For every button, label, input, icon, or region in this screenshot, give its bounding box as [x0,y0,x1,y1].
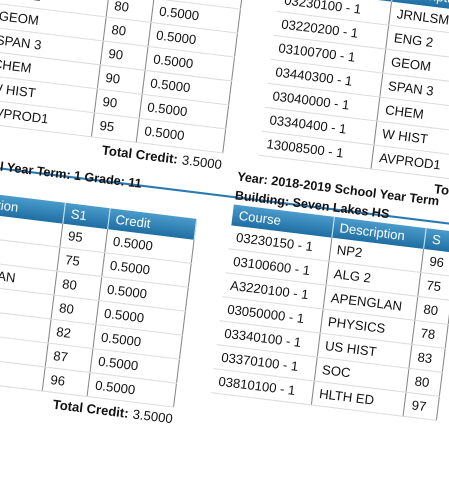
course-table: Course Description S 03230150 - 1 NP2 96 03100… [210,204,449,421]
total-label: Total Credit: [101,142,179,167]
transcript-panel: DescriptionS1CreditJRNLSM970.5000ENG 280… [0,0,246,172]
total-label: Total Credit: [51,397,130,422]
transcript-panel: en Lakes HSCourseDescription03230100 - 1… [257,0,449,200]
transcript-panel: 9 School Year Term: 1 Grade: 11kes HSDes… [0,151,202,426]
stage: DescriptionS1CreditJRNLSM970.5000ENG 280… [0,0,449,426]
page: DescriptionS1CreditJRNLSM970.5000ENG 280… [0,0,449,427]
total-value: 3.5000 [181,152,223,173]
transcript-panel: Year: 2018-2019 School Year Term Building… [210,167,449,421]
course-table: CourseDescription03230100 - 1JRNLSM03220… [258,0,449,181]
cell: 97 [403,392,440,421]
course-table: DescriptionS1CreditNP2950.5000ALG 2750.5… [0,188,197,408]
total-value: 3.5000 [131,406,174,427]
